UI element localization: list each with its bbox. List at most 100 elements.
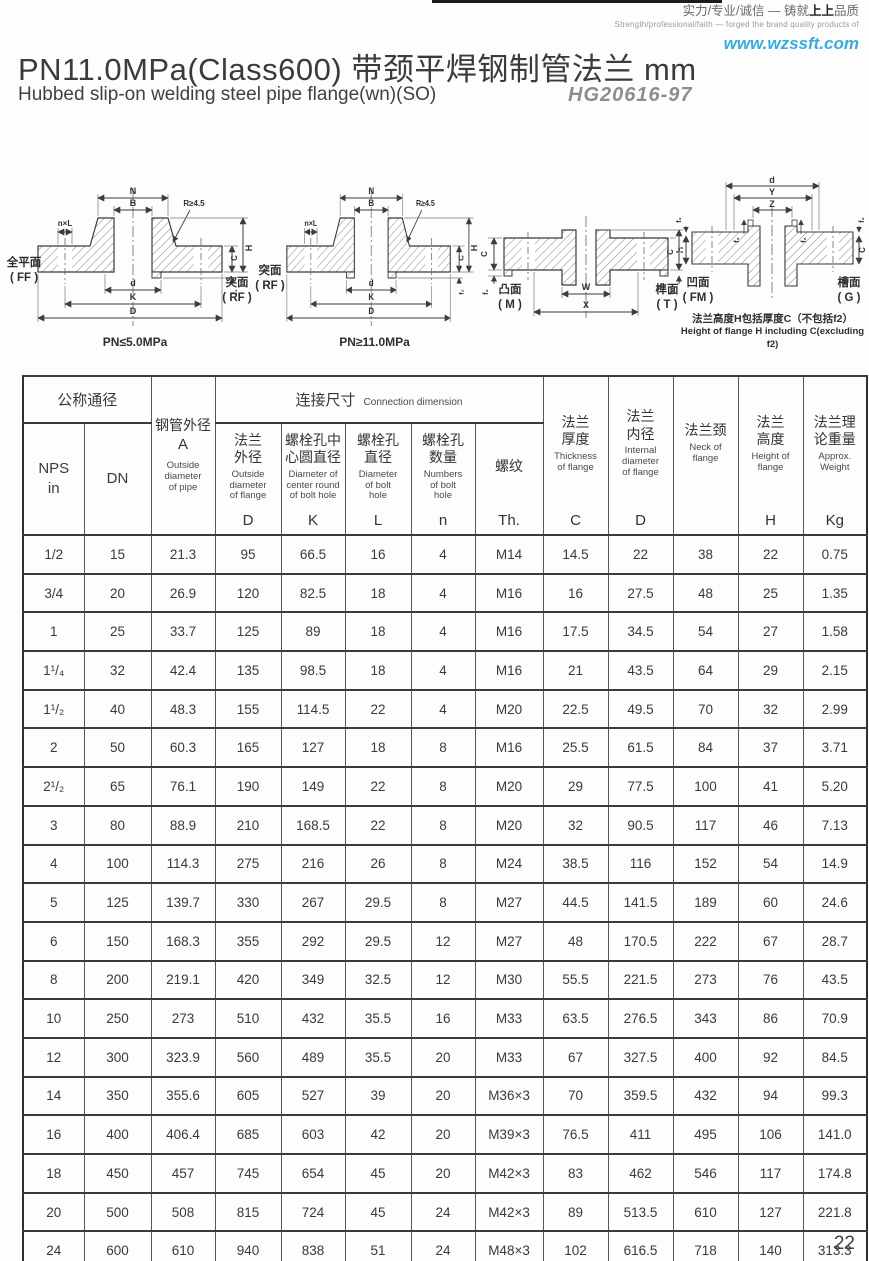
table-cell: 141.5: [607, 882, 674, 923]
table-cell: 40: [83, 688, 152, 730]
table-cell: 51: [344, 1230, 412, 1261]
table-cell: 718: [672, 1230, 739, 1261]
table-cell: 22: [607, 534, 674, 575]
table-cell: 88.9: [150, 804, 216, 846]
table-cell: 38.5: [542, 843, 609, 885]
bolt-hole-number-en: Numbers of bolt hole: [423, 468, 463, 502]
table-cell: 200: [83, 959, 152, 1001]
table-cell: 16: [410, 998, 476, 1039]
table-cell: 86: [737, 998, 804, 1039]
bolt-circle-symbol: K: [308, 512, 319, 529]
table-cell: 189: [672, 882, 739, 923]
table-cell: 48: [542, 920, 609, 962]
table-cell: 25.5: [542, 727, 609, 769]
thickness-symbol: C: [570, 512, 581, 529]
table-cell: 5: [22, 882, 85, 923]
dim-label-X: X: [583, 300, 589, 310]
table-row: 1 25 33.7 125 89 18 4 M16 17.5 34.5 54 27 1.58: [22, 611, 868, 653]
drawing1-caption: PN≤5.0MPa: [102, 335, 168, 349]
thickness-cn: 法兰 厚度: [561, 413, 590, 448]
header-pipe-od: 钢管外径 A Outside diameter of pipe: [150, 375, 216, 536]
header-bolt-circle: 螺栓孔中 心圆直径 Diameter of center round of bo…: [280, 422, 346, 536]
header-thickness: 法兰 厚度 Thickness of flange C: [542, 375, 609, 536]
dim-label-f3: f₃: [734, 237, 741, 243]
height-cn: 法兰 高度: [756, 413, 785, 448]
table-cell: 35.5: [344, 1036, 412, 1078]
table-row: 5 125 139.7 330 267 29.5 8 M27 44.5 141.5 189 60 24.…: [22, 882, 868, 923]
table-cell: 43.5: [802, 959, 868, 1001]
table-cell: 219.1: [150, 959, 216, 1001]
table-cell: 18: [344, 611, 412, 653]
table-cell: 29: [737, 650, 804, 691]
thread-cn: 螺纹: [495, 458, 524, 475]
header-nominal-diameter: 公称通径: [22, 375, 152, 424]
table-cell: 4: [410, 572, 476, 614]
table-cell: M39×3: [474, 1114, 544, 1155]
table-cell: M42×3: [474, 1153, 544, 1194]
dim-label-nxl: n×L: [304, 219, 317, 229]
table-cell: 327.5: [607, 1036, 674, 1078]
table-cell: 4: [410, 688, 476, 730]
face-label-ff: 全平面 ( FF ): [6, 257, 42, 284]
table-cell: 45: [344, 1153, 412, 1194]
neck-en: Neck of flange: [689, 441, 722, 464]
table-cell: 4: [22, 843, 85, 885]
dim-label-C: C: [676, 247, 682, 253]
table-cell: 150: [83, 920, 152, 962]
table-cell: 82.5: [280, 572, 346, 614]
table-header-row-2: NPS in DN 法兰 外径 Outside diameter of flan…: [22, 422, 867, 536]
table-cell: 222: [672, 920, 739, 962]
slogan-cn: 实力/专业/诚信 — 铸就上上品质: [615, 4, 859, 20]
table-cell: 27.5: [607, 572, 674, 614]
table-cell: 560: [214, 1036, 282, 1078]
table-cell: 76.1: [150, 766, 216, 807]
table-cell: 70.9: [802, 998, 868, 1039]
dim-label-H: H: [469, 245, 478, 251]
dim-label-f2: f₂: [459, 289, 466, 294]
drawing-flange-m-t: W X C f₂ C H f₂ 凸面 ( M ) 榫面 ( T ): [478, 190, 683, 340]
table-cell: 508: [150, 1191, 216, 1233]
header-dn: DN: [83, 422, 152, 536]
table-row: 14 350 355.6 605 527 39 20 M36×3 70 359.5 432 94 99.…: [22, 1075, 868, 1117]
flange-od-cn: 法兰 外径: [234, 431, 263, 466]
face-label-rf: 突面 ( RF ): [255, 265, 285, 292]
dim-label-d: d: [130, 278, 136, 288]
table-cell: 16: [344, 534, 412, 575]
table-cell: 1: [22, 611, 85, 653]
table-row: 1/2 15 21.3 95 66.5 16 4 M14 14.5 22 38 22 0.75: [22, 534, 868, 575]
table-cell: 20: [83, 572, 152, 614]
table-cell: 34.5: [607, 611, 674, 653]
table-cell: 838: [280, 1230, 346, 1261]
table-cell: 29: [542, 766, 609, 807]
table-cell: 16: [542, 572, 609, 614]
table-cell: 140: [737, 1230, 804, 1261]
table-cell: 3.71: [802, 727, 868, 769]
header-bolt-hole-number: 螺栓孔 数量 Numbers of bolt hole n: [410, 422, 476, 536]
table-cell: 48: [672, 572, 739, 614]
table-cell: 276.5: [607, 998, 674, 1039]
table-cell: 46: [737, 804, 804, 846]
header-bolt-hole-diameter: 螺栓孔 直径 Diameter of bolt hole L: [344, 422, 412, 536]
table-cell: 2: [22, 727, 85, 769]
dim-label-H: H: [679, 247, 683, 254]
table-cell: 117: [672, 804, 739, 846]
table-cell: 29.5: [344, 920, 412, 962]
neck-cn: 法兰颈: [684, 422, 727, 439]
table-cell: 76.5: [542, 1114, 609, 1155]
table-cell: 510: [214, 998, 282, 1039]
dim-label-K: K: [368, 292, 375, 303]
website-link[interactable]: www.wzssft.com: [723, 33, 859, 53]
table-cell: 8: [410, 766, 476, 807]
dim-label-B: B: [368, 198, 374, 209]
face-label-g: 槽面 ( G ): [837, 277, 861, 304]
table-cell: 22: [344, 804, 412, 846]
table-cell: 32: [737, 688, 804, 730]
table-cell: 90.5: [607, 804, 674, 846]
table-cell: 323.9: [150, 1036, 216, 1078]
header-flange-od: 法兰 外径 Outside diameter of flange D: [214, 422, 282, 536]
dim-label-D: D: [130, 306, 137, 316]
table-cell: 18: [22, 1153, 85, 1194]
table-cell: 724: [280, 1191, 346, 1233]
table-cell: 343: [672, 998, 739, 1039]
weight-en: Approx. Weight: [818, 450, 852, 473]
